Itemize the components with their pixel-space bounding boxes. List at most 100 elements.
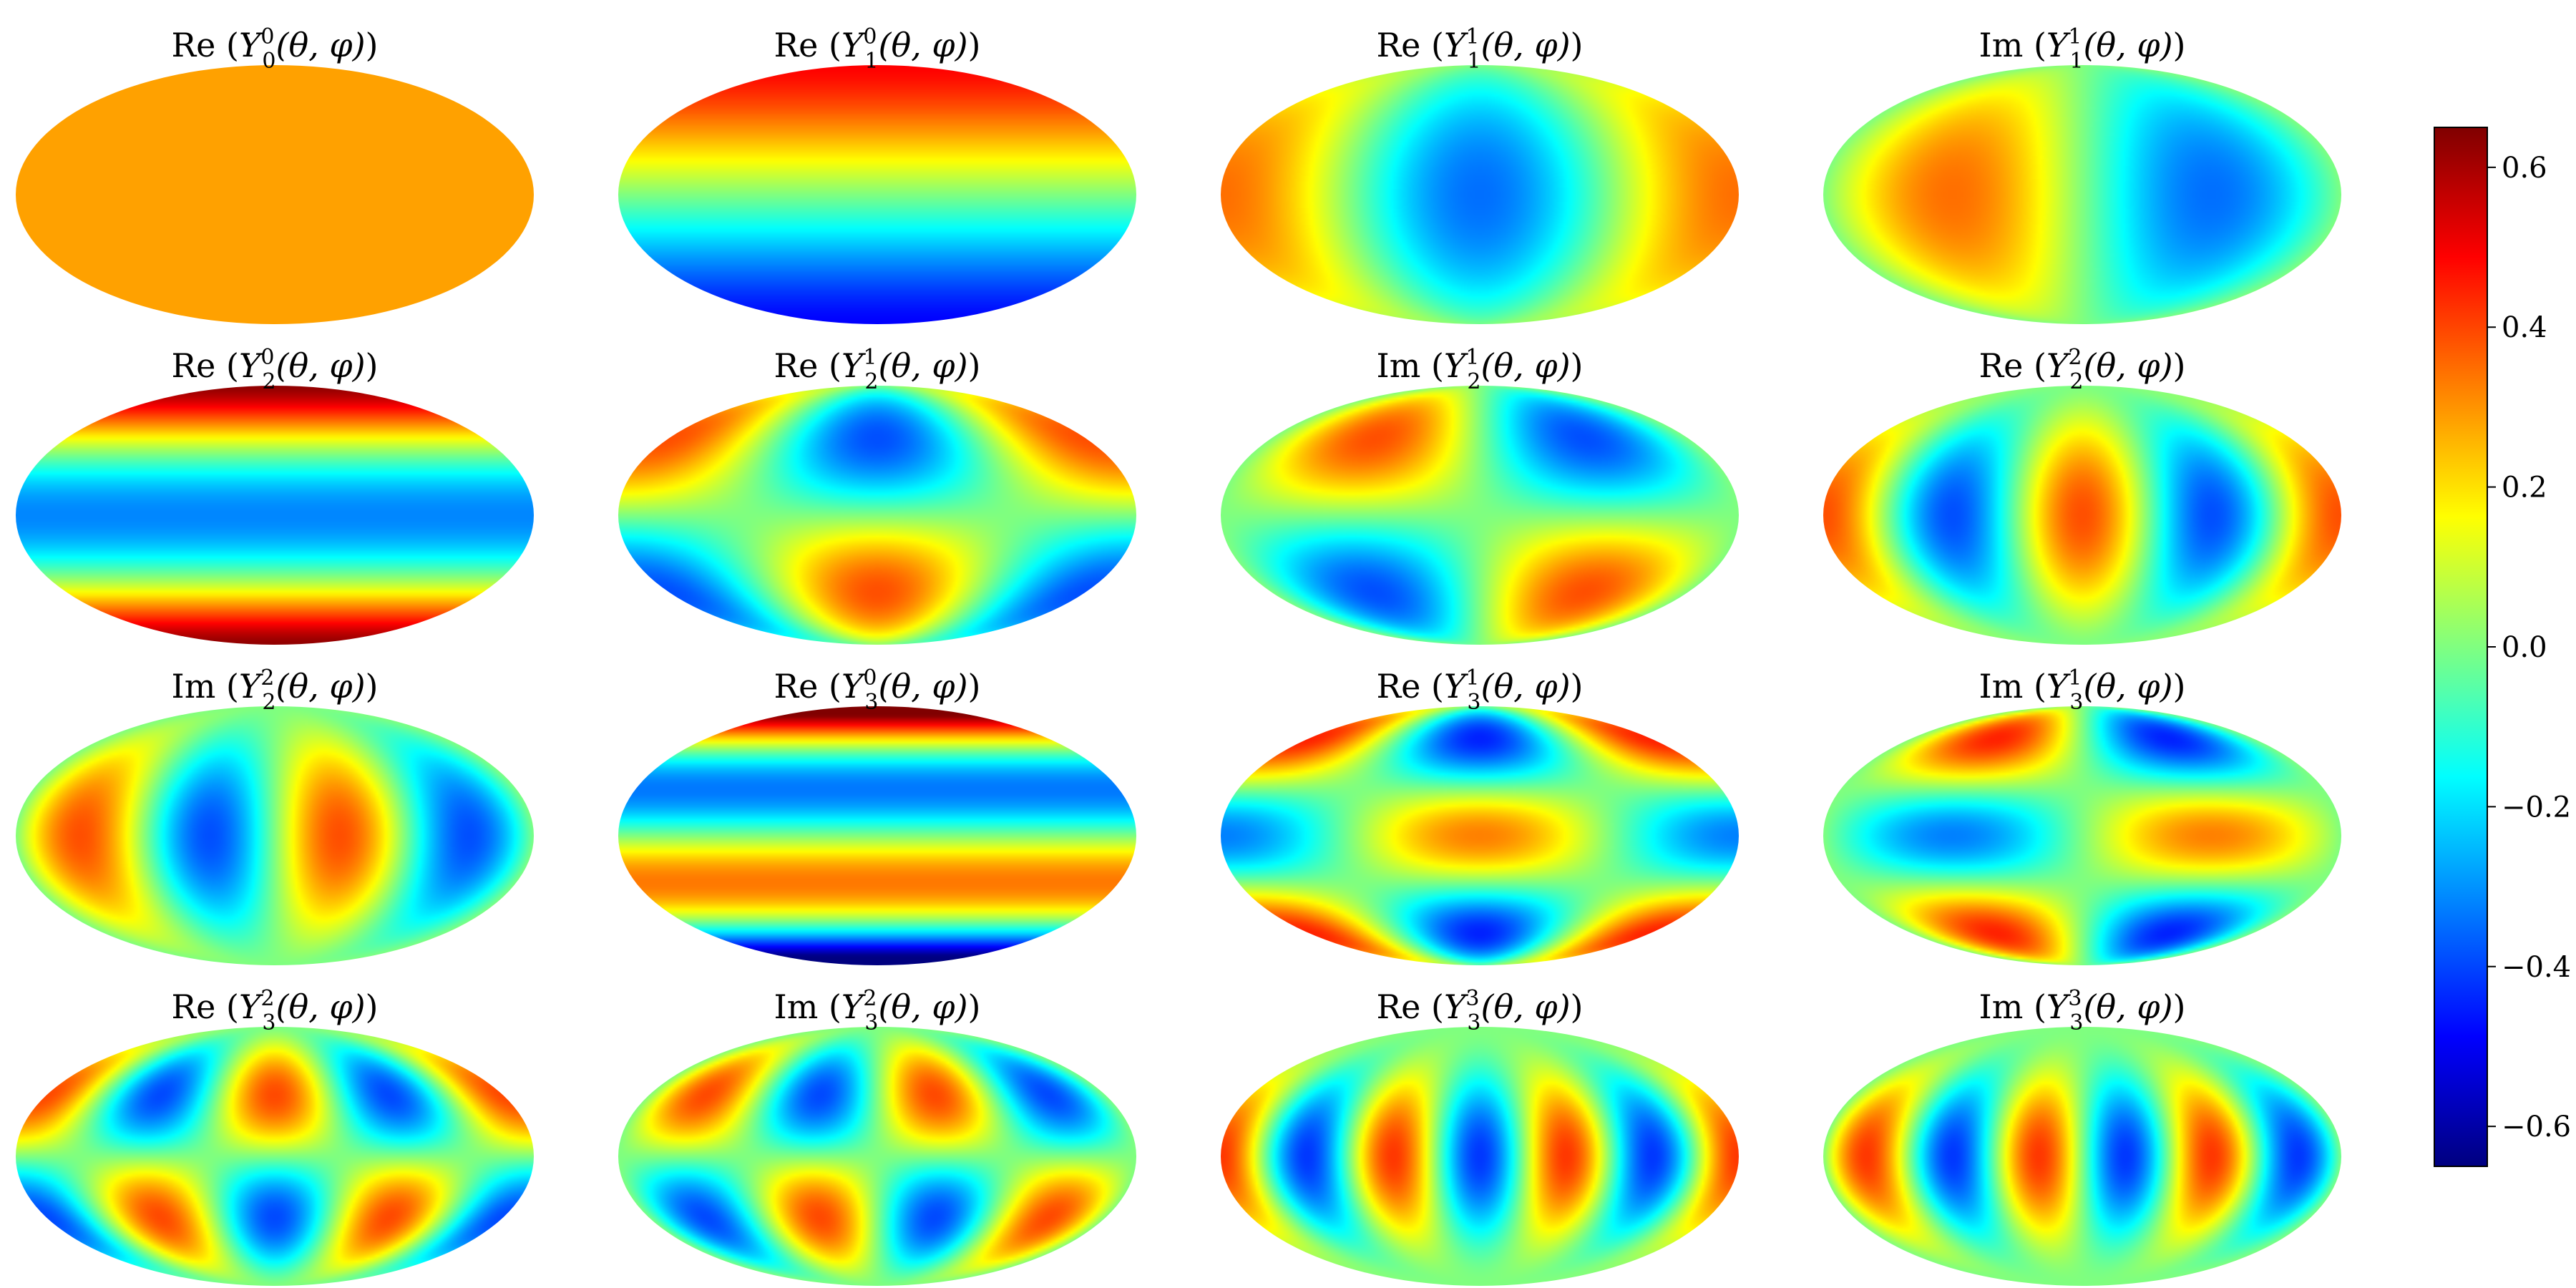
title-sub: 1 [2069, 49, 2083, 74]
panel-title: Re (Y1 1(θ, φ)) [1377, 24, 1584, 74]
panel-im-y3-2: Im (Y2 3(θ, φ)) [618, 986, 1136, 1286]
title-sup: 0 [863, 24, 877, 49]
title-args: (θ, φ) [878, 987, 967, 1026]
title-fn: Y [841, 26, 867, 64]
title-part: Re [774, 26, 819, 64]
panel-re-y1-0: Re (Y0 1(θ, φ)) [618, 24, 1136, 324]
title-fn: Y [239, 667, 264, 706]
title-paren: ( [2023, 987, 2046, 1026]
title-paren: ( [1420, 987, 1444, 1026]
title-paren: ) [366, 987, 379, 1026]
title-args: (θ, φ) [1480, 346, 1570, 385]
panel-title: Re (Y2 2(θ, φ)) [1979, 345, 2186, 394]
mollweide-map [16, 65, 534, 324]
title-paren: ) [2173, 346, 2186, 385]
title-sub: 1 [864, 49, 878, 74]
title-paren: ( [215, 667, 239, 706]
title-paren: ( [1420, 26, 1444, 64]
title-sub: 3 [864, 1010, 878, 1035]
mollweide-map [16, 1027, 534, 1286]
title-part: Im [172, 667, 216, 706]
title-sup: 2 [260, 986, 274, 1011]
panels-grid: Re (Y0 0(θ, φ)) Re (Y0 1(θ, φ)) Re (Y1 1(θ, φ… [16, 24, 2341, 1286]
mollweide-map [1823, 706, 2341, 965]
title-part: Im [774, 987, 819, 1026]
title-part: Re [1377, 26, 1421, 64]
title-part: Re [1979, 346, 2024, 385]
title-fn: Y [2046, 26, 2072, 64]
panel-title: Re (Y2 3(θ, φ)) [172, 986, 379, 1035]
title-paren: ) [366, 26, 379, 64]
title-args: (θ, φ) [275, 667, 365, 706]
title-sup: 0 [260, 345, 274, 370]
mollweide-map [1823, 386, 2341, 645]
panel-re-y3-3: Re (Y3 3(θ, φ)) [1221, 986, 1739, 1286]
panel-re-y2-1: Re (Y1 2(θ, φ)) [618, 345, 1136, 645]
mollweide-map [16, 386, 534, 645]
title-fn: Y [841, 346, 867, 385]
panel-im-y3-1: Im (Y1 3(θ, φ)) [1823, 665, 2341, 965]
panel-im-y2-1: Im (Y1 2(θ, φ)) [1221, 345, 1739, 645]
title-sub: 2 [262, 690, 275, 715]
title-paren: ) [968, 667, 981, 706]
title-paren: ( [818, 26, 841, 64]
title-sup: 2 [863, 986, 877, 1011]
title-sup: 1 [1465, 24, 1479, 49]
title-sup: 0 [863, 665, 877, 691]
title-sup: 1 [2068, 24, 2082, 49]
colorbar-tick-label: 0.0 [2502, 631, 2547, 664]
title-sub: 3 [2069, 690, 2083, 715]
panel-re-y2-0: Re (Y0 2(θ, φ)) [16, 345, 534, 645]
panel-im-y1-1: Im (Y1 1(θ, φ)) [1823, 24, 2341, 324]
panel-re-y1-1: Re (Y1 1(θ, φ)) [1221, 24, 1739, 324]
title-part: Im [1979, 667, 2024, 706]
title-part: Re [1377, 667, 1421, 706]
title-fn: Y [841, 667, 867, 706]
colorbar-tick-label: −0.2 [2502, 791, 2571, 824]
panel-re-y0-0: Re (Y0 0(θ, φ)) [16, 24, 534, 324]
panel-im-y3-3: Im (Y3 3(θ, φ)) [1823, 986, 2341, 1286]
title-sup: 2 [2068, 345, 2082, 370]
title-part: Re [172, 346, 216, 385]
panel-re-y3-1: Re (Y1 3(θ, φ)) [1221, 665, 1739, 965]
title-args: (θ, φ) [1481, 26, 1571, 64]
title-part: Im [1377, 346, 1421, 385]
title-sup: 2 [260, 665, 274, 691]
title-paren: ) [2173, 667, 2186, 706]
title-sup: 0 [260, 24, 274, 49]
title-fn: Y [2046, 346, 2072, 385]
title-paren: ) [1571, 667, 1584, 706]
panel-title: Re (Y3 3(θ, φ)) [1377, 986, 1584, 1035]
title-paren: ( [2023, 346, 2046, 385]
mollweide-map [618, 1027, 1136, 1286]
title-paren: ) [968, 26, 981, 64]
title-args: (θ, φ) [276, 26, 366, 64]
mollweide-map [1221, 706, 1739, 965]
title-part: Im [1979, 987, 2024, 1026]
title-sub: 3 [1467, 1010, 1480, 1035]
title-part: Re [172, 987, 216, 1026]
title-sup: 3 [2068, 986, 2082, 1011]
title-fn: Y [1444, 346, 1469, 385]
title-args: (θ, φ) [879, 346, 968, 385]
mollweide-map [1221, 386, 1739, 645]
mollweide-map [1823, 65, 2341, 324]
mollweide-map [16, 706, 534, 965]
title-args: (θ, φ) [2084, 346, 2173, 385]
title-paren: ) [968, 987, 981, 1026]
title-fn: Y [239, 987, 264, 1026]
title-sub: 2 [864, 369, 878, 394]
panel-title: Re (Y0 2(θ, φ)) [172, 345, 379, 394]
title-part: Im [1979, 26, 2024, 64]
title-paren: ) [1571, 346, 1584, 385]
title-sub: 0 [262, 49, 275, 74]
panel-title: Im (Y1 3(θ, φ)) [1979, 665, 2186, 715]
title-sub: 3 [864, 690, 878, 715]
colorbar-tick-label: −0.6 [2502, 1111, 2571, 1143]
title-sup: 1 [863, 345, 877, 370]
title-paren: ( [2023, 26, 2046, 64]
title-sub: 2 [262, 369, 275, 394]
title-paren: ) [1571, 26, 1584, 64]
title-sub: 3 [262, 1010, 275, 1035]
